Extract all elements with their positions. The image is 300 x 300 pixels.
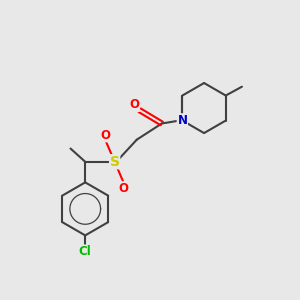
Text: S: S	[110, 155, 120, 169]
Text: O: O	[101, 129, 111, 142]
Text: O: O	[118, 182, 128, 195]
Text: Cl: Cl	[79, 245, 92, 258]
Text: N: N	[177, 114, 188, 127]
Text: N: N	[177, 114, 188, 127]
Text: O: O	[129, 98, 140, 111]
